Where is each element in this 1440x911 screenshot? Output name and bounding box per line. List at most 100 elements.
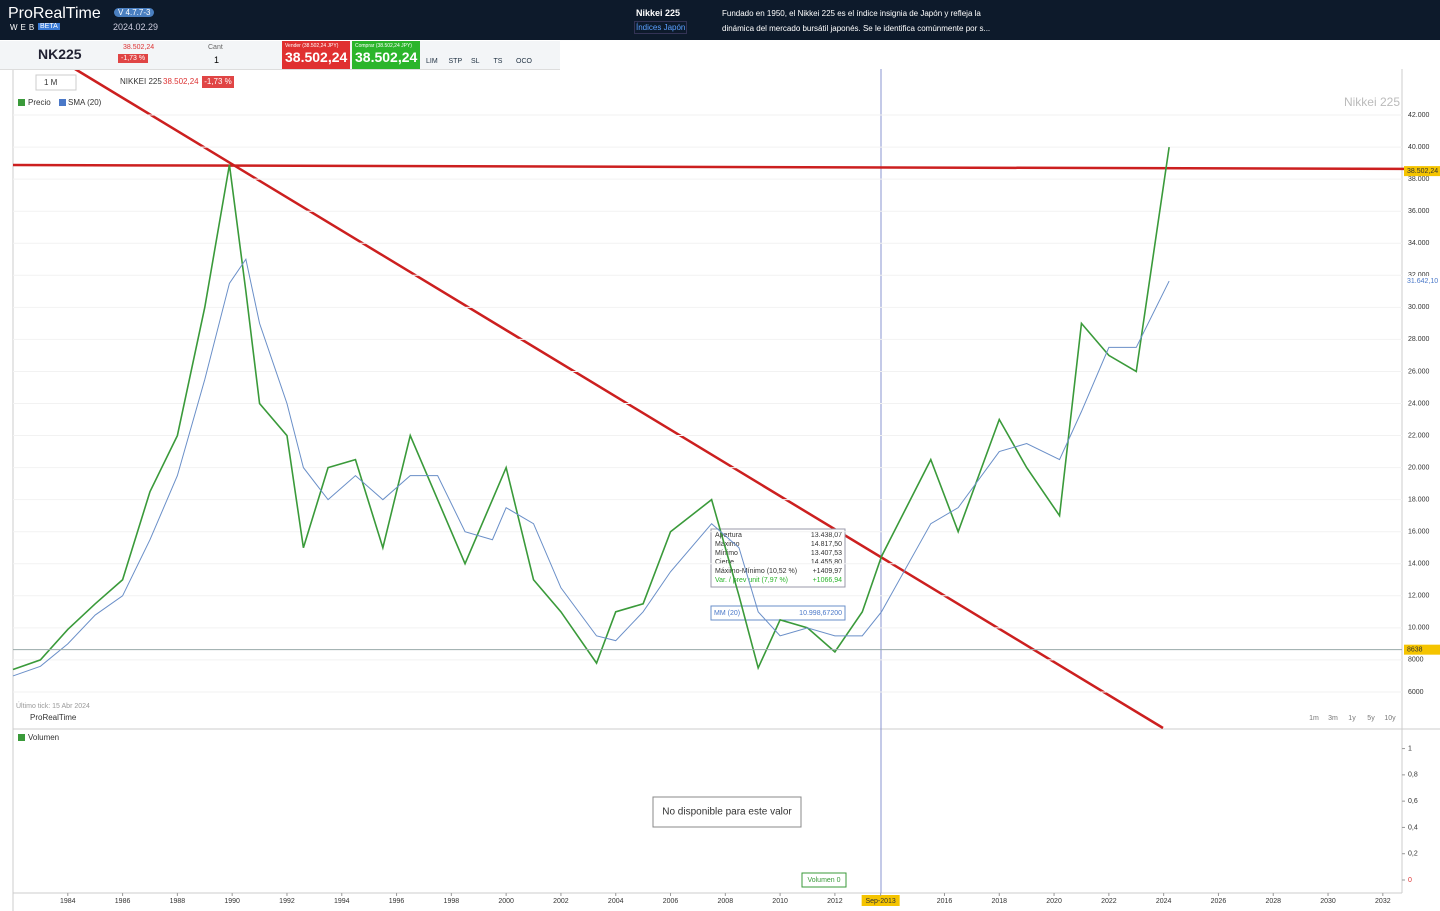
order-button[interactable]: SL (471, 58, 480, 65)
instrument-price: 38.502,24 (163, 77, 199, 86)
x-tick-label: 2000 (498, 898, 514, 905)
y-tick-label: 0,8 (1408, 772, 1418, 779)
x-tick-label: 2012 (827, 898, 843, 905)
top-bar: ProRealTime WEB BETA V 4.7.7-3 2024.02.2… (0, 0, 1440, 40)
x-tick-label: 1996 (389, 898, 405, 905)
x-tick-label: 2010 (772, 898, 788, 905)
message-box (652, 796, 802, 828)
y-tick-label: 36.000 (1408, 208, 1430, 215)
sell-button[interactable]: Vender (38.502,24 JPY) 38.502,24 (282, 41, 350, 69)
symbol[interactable]: NK225 (38, 46, 82, 62)
order-button[interactable]: LIM (426, 58, 438, 65)
tooltip-value: +1409,97 (813, 568, 842, 575)
tooltip-value: 14.455,80 (811, 559, 842, 566)
y-tick-label: 40.000 (1408, 144, 1430, 151)
tooltip-label: Apertura (715, 532, 742, 539)
range-button[interactable]: 1m (1309, 715, 1319, 722)
y-tick-label: 20.000 (1408, 464, 1430, 471)
category[interactable]: Índices Japón (634, 21, 688, 34)
x-tick-label: 2032 (1375, 898, 1391, 905)
price-marker-label: 8638 (1407, 647, 1423, 654)
price-marker (1404, 166, 1440, 177)
legend-label: Volumen (28, 733, 59, 742)
buy-button[interactable]: Comprar (38.502,24 JPY) 38.502,24 (352, 41, 420, 69)
y-tick-label: 42.000 (1408, 112, 1430, 119)
price-line (12, 146, 1170, 671)
change: -1,73 % (118, 54, 149, 63)
x-tick-label: 2018 (991, 898, 1007, 905)
price: 38.502,24 (123, 44, 155, 51)
y-tick-label: 6000 (1408, 689, 1424, 696)
y-tick-label: 18.000 (1408, 496, 1430, 503)
order-button[interactable]: STP (448, 58, 463, 65)
instrument-change: -1,73 % (204, 77, 232, 86)
badge: BETA (38, 23, 60, 30)
brand: ProRealTime (30, 713, 77, 722)
y-tick-label: 10.000 (1408, 625, 1430, 632)
change-badge (202, 76, 234, 88)
tooltip-label: Var. / prev unit (7,97 %) (715, 577, 788, 584)
sell-label: Vender (38.502,24 JPY) (285, 43, 339, 49)
x-tick-label: 2002 (553, 898, 569, 905)
volume-cursor: Volumen 0 (807, 877, 840, 884)
x-tick-label: 2006 (663, 898, 679, 905)
ma-label: MM (20) (714, 610, 740, 617)
legend-label: Precio (28, 98, 51, 107)
ma-value: 10.998,67200 (799, 610, 842, 617)
price-line (12, 258, 1170, 677)
tooltip-label: Cierre (715, 559, 734, 566)
x-tick-label: 2026 (1211, 898, 1227, 905)
x-tick-label: 2016 (937, 898, 953, 905)
x-tick-label: 1990 (224, 898, 240, 905)
range-button[interactable]: 3m (1328, 715, 1338, 722)
order-button[interactable]: TS (493, 58, 503, 65)
range-button[interactable]: 1y (1348, 715, 1356, 722)
x-tick-label: 2004 (608, 898, 624, 905)
buy-label: Comprar (38.502,24 JPY) (355, 43, 412, 49)
y-tick-label: 0,2 (1408, 851, 1418, 858)
instrument: Nikkei 225 (636, 8, 681, 18)
last-tick: Último tick: 15 Abr 2024 (16, 701, 90, 710)
legend-swatch (59, 99, 66, 106)
x-tick-label: Sep-2013 (865, 898, 895, 905)
logo-sub: WEB (10, 23, 38, 32)
y-tick-label: 1 (1408, 745, 1412, 752)
toolbar: NK225 38.502,24 -1,73 % Cant 1 Vender (3… (0, 41, 560, 70)
price-marker (1404, 644, 1440, 655)
qty[interactable]: 1 (214, 55, 220, 65)
x-tick-label: 1998 (444, 898, 460, 905)
qty-label: Cant (208, 44, 223, 51)
y-tick-label: 8000 (1408, 657, 1424, 664)
period-select[interactable] (35, 74, 77, 91)
x-tick-label: 1994 (334, 898, 350, 905)
tooltip-label: Máximo (715, 541, 740, 548)
y-tick-label: 0,6 (1408, 798, 1418, 805)
legend-swatch (18, 99, 25, 106)
range-button[interactable]: 10y (1384, 715, 1396, 722)
x-tick-label: 2022 (1101, 898, 1117, 905)
y-tick-label: 38.000 (1408, 176, 1430, 183)
range-button[interactable]: 5y (1367, 715, 1375, 722)
order-button[interactable]: OCO (516, 58, 532, 65)
y-tick-label: 26.000 (1408, 368, 1430, 375)
y-tick-label: 24.000 (1408, 400, 1430, 407)
y-tick-label: 16.000 (1408, 529, 1430, 536)
date: 2024.02.29 (113, 22, 159, 32)
legend-label: SMA (20) (68, 98, 102, 107)
buy-price: 38.502,24 (355, 49, 418, 65)
tooltip-value: 13.407,53 (811, 550, 842, 557)
volume-message: No disponible para este valor (662, 807, 792, 818)
price-marker-label: 38.502,24 (1407, 168, 1438, 175)
y-tick-label: 14.000 (1408, 561, 1430, 568)
period[interactable]: 1 M (44, 78, 58, 87)
logo: ProRealTime (8, 5, 101, 22)
resistance-line[interactable] (12, 163, 1440, 171)
legend-swatch (18, 734, 25, 741)
price-marker (1404, 276, 1440, 287)
version: V 4.7.7-3 (114, 8, 155, 17)
y-tick-label: 34.000 (1408, 240, 1430, 247)
x-tick-label: 2008 (718, 898, 734, 905)
chart-bg (0, 69, 1440, 911)
